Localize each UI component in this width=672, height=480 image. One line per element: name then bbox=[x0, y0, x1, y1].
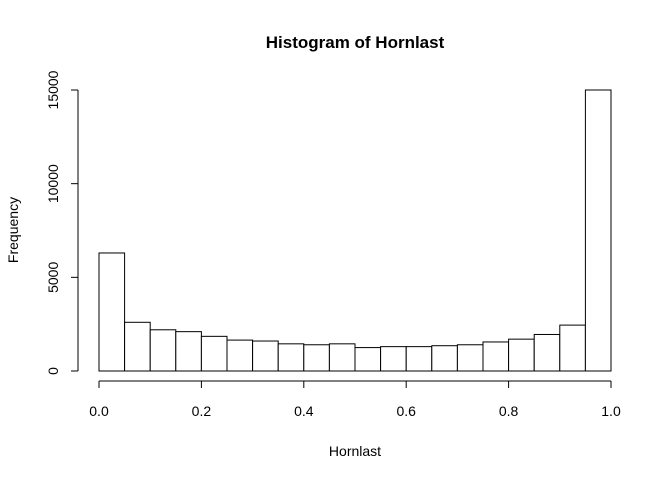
histogram-bar-8 bbox=[277, 343, 305, 372]
histogram-bar-19 bbox=[559, 324, 586, 372]
y-tick-label: 5000 bbox=[45, 262, 61, 293]
x-tick-label: 1.0 bbox=[601, 403, 621, 419]
x-axis: 0.0 0.2 0.4 0.6 0.8 1.0 bbox=[89, 380, 621, 419]
histogram-bar-18 bbox=[533, 333, 561, 372]
x-tick-label: 0.8 bbox=[499, 403, 519, 419]
histogram-bar-1 bbox=[98, 252, 126, 372]
x-tick-label: 0.0 bbox=[89, 403, 109, 419]
histogram-bar-16 bbox=[482, 341, 510, 372]
histogram-bar-12 bbox=[380, 346, 407, 372]
y-axis-label: Frequency bbox=[5, 197, 21, 263]
histogram-bar-2 bbox=[124, 321, 151, 372]
chart-title: Histogram of Hornlast bbox=[266, 33, 445, 52]
histogram-bar-3 bbox=[149, 329, 177, 372]
y-axis: 0 5000 10000 15000 bbox=[45, 70, 79, 375]
y-tick-label: 10000 bbox=[45, 164, 61, 203]
histogram-bar-15 bbox=[456, 344, 484, 372]
histogram-bar-14 bbox=[431, 345, 458, 372]
x-tick-label: 0.6 bbox=[396, 403, 416, 419]
histogram-bar-9 bbox=[303, 344, 330, 372]
y-tick-label: 0 bbox=[45, 367, 61, 375]
histogram-bars bbox=[98, 89, 612, 372]
histogram-bar-17 bbox=[508, 338, 535, 372]
histogram-bar-4 bbox=[175, 331, 202, 372]
histogram-bar-13 bbox=[405, 346, 433, 372]
x-axis-label: Hornlast bbox=[329, 443, 381, 459]
x-tick-label: 0.2 bbox=[192, 403, 212, 419]
histogram-bar-5 bbox=[200, 335, 228, 372]
y-tick-label: 15000 bbox=[45, 70, 61, 109]
histogram-bar-20 bbox=[584, 89, 612, 372]
histogram-bar-10 bbox=[328, 343, 356, 372]
histogram-bar-7 bbox=[252, 340, 279, 372]
histogram-bar-11 bbox=[354, 347, 382, 372]
x-tick-label: 0.4 bbox=[294, 403, 314, 419]
histogram-bar-6 bbox=[226, 339, 254, 372]
